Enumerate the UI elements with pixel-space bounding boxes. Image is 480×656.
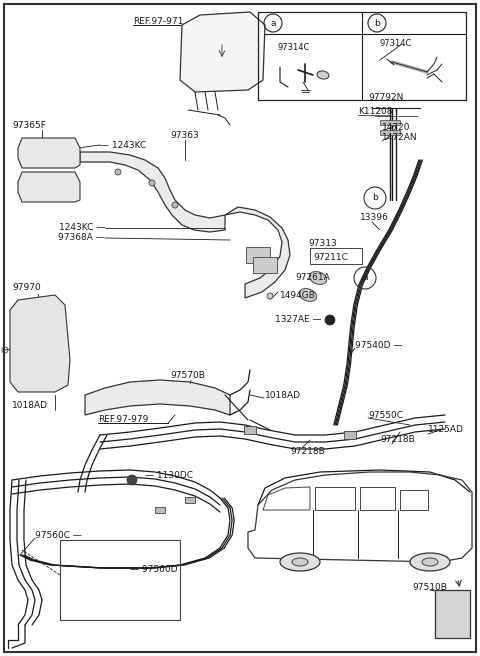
Polygon shape xyxy=(10,295,70,392)
Circle shape xyxy=(172,202,178,208)
Text: 97550C: 97550C xyxy=(368,411,403,419)
Text: 1243KC —: 1243KC — xyxy=(59,224,105,232)
Text: 97970: 97970 xyxy=(12,283,41,293)
Text: 1018AD: 1018AD xyxy=(265,390,301,400)
Text: a: a xyxy=(270,18,276,28)
Bar xyxy=(310,248,362,264)
Text: 97313: 97313 xyxy=(308,239,337,247)
Circle shape xyxy=(149,180,155,186)
Polygon shape xyxy=(85,380,230,415)
Text: 97218B: 97218B xyxy=(380,436,415,445)
Polygon shape xyxy=(246,247,270,263)
Ellipse shape xyxy=(422,558,438,566)
Circle shape xyxy=(115,169,121,175)
Ellipse shape xyxy=(300,289,317,301)
Text: 97510B: 97510B xyxy=(412,583,447,592)
Text: REF.97-971: REF.97-971 xyxy=(133,18,183,26)
Text: a: a xyxy=(362,274,368,283)
Text: 97314C: 97314C xyxy=(380,39,412,49)
Text: 1018AD: 1018AD xyxy=(12,401,48,409)
Polygon shape xyxy=(80,152,225,232)
Bar xyxy=(155,507,165,513)
Bar xyxy=(185,497,195,503)
Text: 97218B: 97218B xyxy=(290,447,325,457)
Text: — 97560D: — 97560D xyxy=(130,565,178,575)
Text: b: b xyxy=(372,194,378,203)
Bar xyxy=(435,590,470,638)
Polygon shape xyxy=(225,207,290,298)
Text: 1327AE —: 1327AE — xyxy=(275,316,322,325)
Text: — 1130DC: — 1130DC xyxy=(145,472,193,480)
Bar xyxy=(380,130,400,135)
Circle shape xyxy=(267,293,273,299)
Text: 97368A —: 97368A — xyxy=(58,234,105,243)
Text: 97363: 97363 xyxy=(170,131,199,140)
Circle shape xyxy=(325,315,335,325)
Text: 97560C —: 97560C — xyxy=(35,531,82,539)
Text: 13396: 13396 xyxy=(360,213,389,222)
Bar xyxy=(60,540,180,620)
Text: 97365F: 97365F xyxy=(12,121,46,129)
Text: 97314C: 97314C xyxy=(278,43,311,52)
Bar xyxy=(380,120,400,125)
Polygon shape xyxy=(18,138,80,168)
Text: — 1243KC: — 1243KC xyxy=(100,140,146,150)
Text: 97570B: 97570B xyxy=(170,371,205,380)
Polygon shape xyxy=(253,257,277,273)
Ellipse shape xyxy=(292,558,308,566)
Text: 97792N: 97792N xyxy=(368,94,403,102)
Text: 1472AN: 1472AN xyxy=(382,134,418,142)
Bar xyxy=(244,426,256,434)
Text: 1125AD: 1125AD xyxy=(428,426,464,434)
Text: 97540D —: 97540D — xyxy=(355,340,402,350)
Ellipse shape xyxy=(410,553,450,571)
Circle shape xyxy=(127,475,137,485)
Text: 97261A: 97261A xyxy=(295,274,330,283)
Text: K11208: K11208 xyxy=(358,108,393,117)
Ellipse shape xyxy=(309,272,327,285)
Polygon shape xyxy=(180,12,265,92)
Text: 14720: 14720 xyxy=(382,123,410,131)
Text: 97211C: 97211C xyxy=(313,253,348,262)
Text: b: b xyxy=(374,18,380,28)
Text: 1494GB: 1494GB xyxy=(280,291,316,300)
Bar xyxy=(258,12,466,100)
Ellipse shape xyxy=(280,553,320,571)
Polygon shape xyxy=(18,172,80,202)
Ellipse shape xyxy=(317,71,329,79)
Text: REF.97-979: REF.97-979 xyxy=(98,415,148,424)
Bar xyxy=(344,431,356,439)
